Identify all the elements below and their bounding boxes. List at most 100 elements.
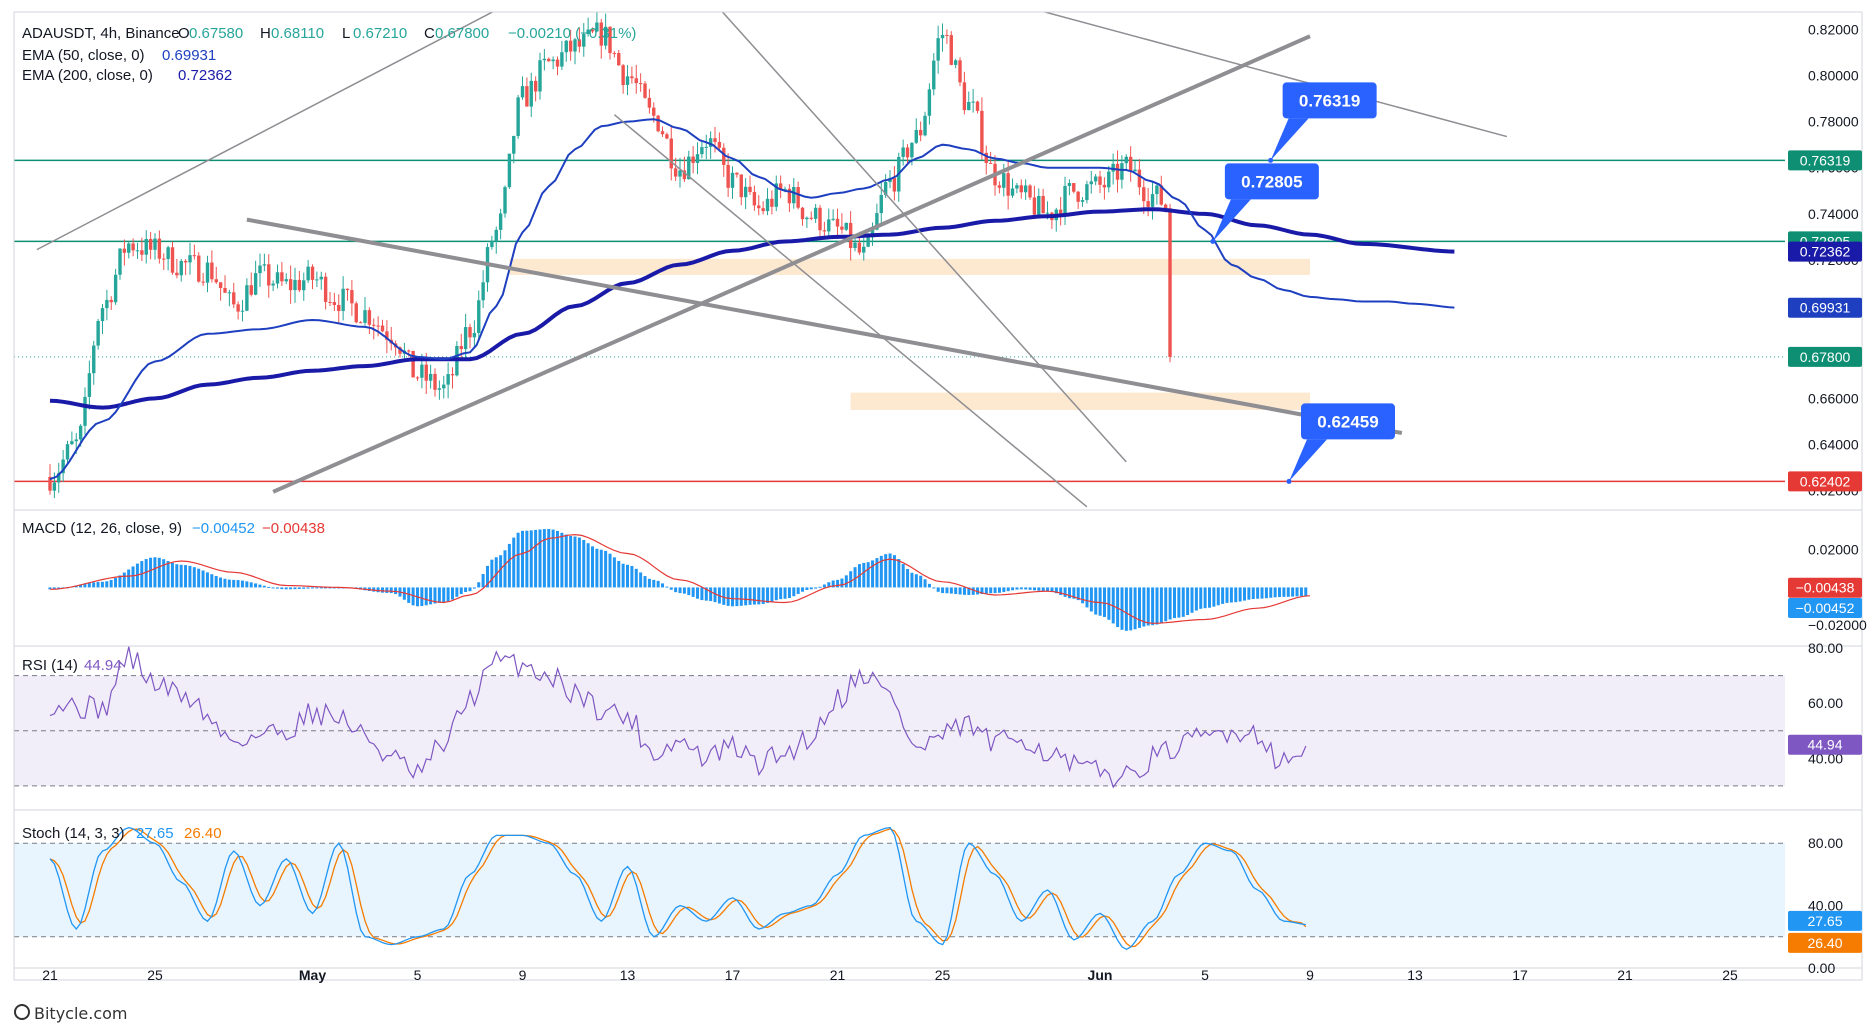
candle-bear [297, 279, 302, 291]
candle-bear [949, 35, 953, 65]
macd-histogram-bar [569, 535, 573, 588]
candle-bear [918, 129, 923, 136]
price-axis-label-bg [1788, 346, 1862, 367]
macd-histogram-bar [608, 553, 612, 588]
candle-bear [722, 147, 726, 165]
macd-histogram-bar [529, 530, 533, 588]
macd-histogram-bar [240, 580, 244, 588]
macd-histogram-bar [1251, 587, 1255, 599]
callout-label: 0.72805 [1241, 172, 1302, 191]
candle-bear [1072, 183, 1076, 192]
callout-pointer [1270, 118, 1309, 161]
candle-bull [1089, 181, 1093, 185]
candle-bull [901, 147, 905, 157]
stoch-axis-tick: 40.00 [1808, 898, 1843, 914]
macd-histogram-bar [551, 529, 555, 588]
macd-histogram-bar [389, 587, 393, 594]
macd-histogram-bar [153, 557, 157, 588]
macd-histogram-bar [162, 559, 166, 588]
macd-histogram-bar [634, 568, 638, 588]
macd-histogram-bar [1256, 587, 1260, 599]
candle-bear [157, 238, 162, 259]
macd-histogram-bar [289, 587, 293, 590]
time-axis-tick: May [299, 967, 326, 983]
macd-histogram-bar [997, 587, 1001, 593]
candle-bear [337, 305, 341, 311]
macd-histogram-bar [1234, 587, 1238, 603]
candle-bear [236, 304, 240, 312]
candle-bull [61, 459, 65, 474]
candle-bear [1019, 185, 1023, 193]
candle-bear [962, 82, 967, 111]
macd-histogram-bar [958, 587, 962, 595]
stoch-axis-tick: 0.00 [1808, 960, 1835, 976]
candle-bull [315, 279, 319, 281]
candle-bear [424, 364, 428, 381]
axes-layer: 0.820000.800000.780000.760000.740000.720… [13, 11, 1867, 983]
macd-histogram-bar [726, 587, 730, 606]
macd-histogram-bar [731, 587, 735, 607]
candle-bear [380, 325, 385, 332]
macd-histogram-bar [424, 587, 428, 606]
macd-histogram-bar [1019, 587, 1023, 590]
macd-histogram-bar [507, 543, 511, 588]
macd-histogram-bar [656, 580, 660, 588]
candle-bull [463, 327, 468, 350]
candle-bear [459, 346, 463, 350]
macd-histogram-bar [477, 582, 481, 588]
macd-histogram-bar [1186, 587, 1190, 616]
chart-symbol: ADAUSDT, 4h, Binance [22, 25, 180, 42]
candle-bull [582, 34, 586, 47]
macd-histogram-bar [796, 587, 800, 594]
candle-bull [774, 183, 778, 207]
macd-histogram-bar [752, 587, 756, 605]
candle-bear [761, 208, 765, 212]
time-axis-tick: Jun [1088, 967, 1113, 983]
macd-histogram-bar [197, 568, 201, 588]
price-axis-tick: 0.82000 [1808, 21, 1859, 37]
stoch-pane[interactable] [14, 826, 1785, 951]
trendline [721, 12, 1127, 463]
candle-bull [498, 213, 503, 230]
macd-histogram-bar [818, 586, 822, 588]
candle-bull [743, 186, 748, 198]
macd-histogram-bar [446, 587, 450, 602]
macd-histogram-bar [1199, 587, 1203, 609]
macd-histogram-bar [735, 587, 739, 607]
macd-histogram-bar [1059, 587, 1063, 596]
candle-bear [988, 162, 993, 164]
candle-bear [183, 260, 188, 263]
macd-histogram-bar [599, 549, 603, 588]
ohlc-change: −0.00210 (−0.31%) [508, 25, 636, 42]
macd-histogram-bar [1089, 587, 1093, 612]
macd-histogram-bar [1072, 587, 1076, 599]
macd-histogram-bar [652, 579, 656, 588]
candle-bear [1028, 185, 1032, 198]
time-axis-tick: 5 [414, 967, 422, 983]
candle-bull [83, 396, 87, 426]
macd-histogram-bar [556, 530, 560, 588]
rsi-pane[interactable] [14, 646, 1785, 789]
macd-histogram-bar [1172, 587, 1176, 619]
macd-histogram-bar [1050, 587, 1054, 592]
macd-histogram-bar [682, 587, 686, 594]
candle-bull [341, 288, 345, 311]
macd-histogram-bar [262, 585, 266, 588]
macd-pane[interactable] [48, 528, 1311, 631]
macd-histogram-bar [906, 569, 910, 588]
price-pane[interactable]: 0.76319 0.72805 0.62459 [14, 0, 1785, 508]
macd-histogram-bar [219, 577, 223, 588]
macd-histogram-bar [971, 587, 975, 595]
candle-bull [512, 135, 516, 154]
macd-histogram-bar [1015, 587, 1019, 590]
macd-histogram-bar [131, 566, 135, 588]
candle-bull [490, 241, 494, 248]
candle-bear [822, 230, 827, 232]
stoch-k-line [49, 826, 1306, 951]
candle-bull [695, 154, 700, 163]
rsi-axis-label: 44.94 [1807, 737, 1842, 753]
macd-histogram-bar [472, 587, 476, 589]
macd-histogram-bar [1229, 587, 1233, 603]
candle-bear [533, 80, 538, 92]
